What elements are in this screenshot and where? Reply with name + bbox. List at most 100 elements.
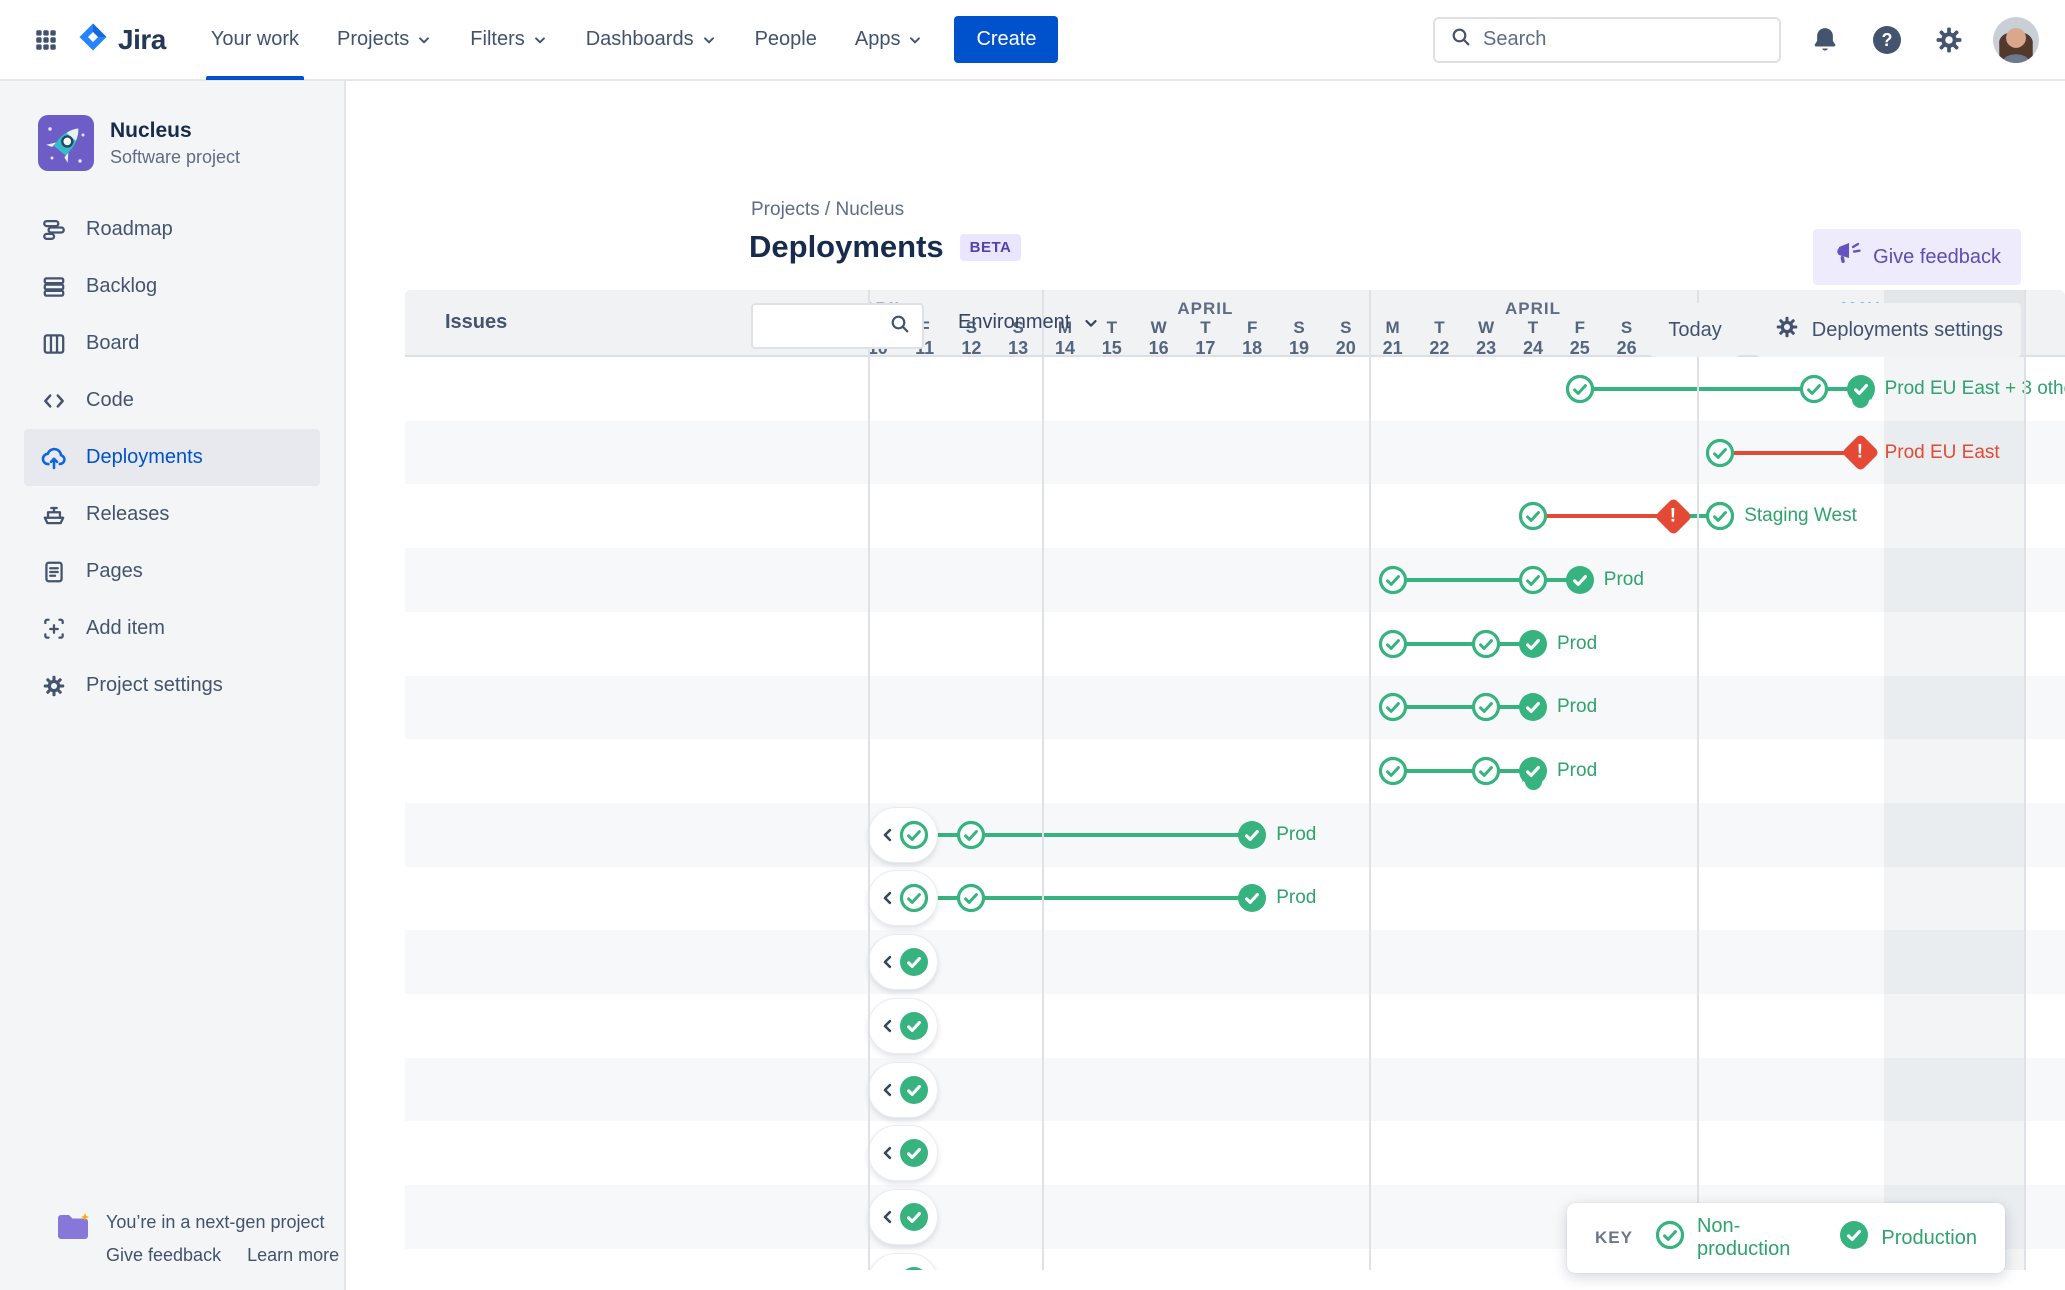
production-deployment-icon[interactable] [1237, 820, 1267, 850]
day-header: S 26 [1616, 318, 1637, 359]
day-header: T 15 [1101, 318, 1122, 359]
nonproduction-deployment-icon[interactable] [1471, 692, 1501, 722]
sidebar-item-backlog[interactable]: Backlog [24, 258, 320, 315]
code-icon [40, 387, 68, 415]
timeline-row[interactable] [405, 1185, 2065, 1249]
sidebar-item-project-settings[interactable]: Project settings [24, 657, 320, 714]
sidebar-item-releases[interactable]: Releases [24, 486, 320, 543]
failed-deployment-icon[interactable]: ! [1654, 497, 1693, 536]
nonproduction-deployment-icon[interactable] [1378, 692, 1408, 722]
breadcrumb-nucleus-link[interactable]: Nucleus [835, 199, 905, 220]
notifications-bell-icon[interactable] [1807, 22, 1843, 58]
timeline-row[interactable]: ! Staging West [405, 484, 2065, 548]
failed-deployment-icon[interactable]: ! [1841, 433, 1880, 472]
today-button[interactable]: Today [1650, 303, 1740, 357]
app-switcher-icon[interactable] [26, 20, 66, 60]
deployments-timeline-panel: Prod EU East + 3 others!Prod EU East!Sta… [405, 290, 2065, 1270]
production-deployment-icon[interactable] [1846, 374, 1876, 410]
nonproduction-deployment-icon[interactable] [1378, 629, 1408, 659]
project-header[interactable]: Nucleus Software project [38, 115, 344, 171]
filter-search-icon [888, 312, 912, 341]
sidebar-item-board[interactable]: Board [24, 315, 320, 372]
timeline-filter-input[interactable] [765, 315, 888, 337]
deployments-settings-button[interactable]: Deployments settings [1755, 303, 2021, 357]
jira-logo[interactable]: Jira [76, 20, 166, 59]
global-search[interactable] [1433, 16, 1781, 63]
chevron-left-icon [879, 1208, 897, 1226]
timeline-filter-search[interactable] [751, 303, 924, 349]
earlier-deployments-pill[interactable] [868, 1125, 938, 1182]
sidebar-item-code[interactable]: Code [24, 372, 320, 429]
nav-item-dashboards[interactable]: Dashboards [571, 0, 732, 80]
nav-item-people[interactable]: People [740, 0, 832, 80]
deployment-environment-label: Prod [1557, 760, 1598, 782]
row-stripe [405, 675, 2065, 740]
earlier-deployments-pill[interactable] [868, 997, 938, 1054]
sidebar-learn-more-link[interactable]: Learn more [247, 1245, 340, 1265]
timeline-row[interactable]: Prod [405, 548, 2065, 612]
chevron-left-icon [879, 1144, 897, 1162]
user-avatar[interactable] [1993, 16, 2039, 63]
nonproduction-deployment-icon[interactable] [956, 820, 986, 850]
nonproduction-deployment-icon[interactable] [1518, 501, 1548, 531]
deployment-connector [1813, 386, 1861, 391]
earlier-deployments-pill[interactable] [868, 1061, 938, 1118]
global-search-input[interactable] [1483, 28, 1765, 51]
nonproduction-deployment-icon[interactable] [1705, 501, 1735, 531]
give-feedback-button[interactable]: Give feedback [1813, 229, 2021, 285]
nonproduction-deployment-icon[interactable] [1378, 756, 1408, 786]
nav-item-apps[interactable]: Apps [840, 0, 939, 80]
sidebar-item-deployments[interactable]: Deployments [24, 429, 320, 486]
timeline-row[interactable] [405, 994, 2065, 1058]
releases-icon [40, 501, 68, 529]
timeline-row[interactable]: ! Prod EU East [405, 421, 2065, 485]
sidebar-item-add-item[interactable]: Add item [24, 600, 320, 657]
sidebar-give-feedback-link[interactable]: Give feedback [106, 1245, 222, 1265]
timeline-row[interactable] [405, 930, 2065, 994]
production-deployment-icon[interactable] [1518, 756, 1548, 793]
week-separator [1369, 290, 1372, 1270]
nonproduction-deployment-icon[interactable] [1518, 565, 1548, 595]
timeline-row[interactable] [405, 1121, 2065, 1185]
deployment-environment-label: Prod [1276, 823, 1317, 845]
timeline-row[interactable]: Prod [405, 867, 2065, 931]
nav-item-filters[interactable]: Filters [455, 0, 562, 80]
production-deployment-icon[interactable] [1237, 883, 1267, 913]
production-deployment-icon[interactable] [1518, 629, 1548, 659]
nonproduction-deployment-icon[interactable] [1378, 565, 1408, 595]
help-icon[interactable]: ? [1869, 22, 1905, 58]
timeline-row[interactable]: Prod EU East + 3 others [405, 357, 2065, 421]
nonproduction-deployment-icon[interactable] [1471, 756, 1501, 786]
breadcrumb-projects-link[interactable]: Projects [751, 199, 820, 220]
nonproduction-deployment-icon[interactable] [1565, 374, 1595, 404]
earlier-deployments-pill[interactable] [868, 870, 938, 927]
nonproduction-deployment-icon[interactable] [1471, 629, 1501, 659]
day-header: S 13 [1008, 318, 1029, 359]
day-header: M 14 [1054, 318, 1075, 359]
earlier-deployments-pill[interactable] [868, 1252, 938, 1270]
sidebar-item-pages[interactable]: Pages [24, 543, 320, 600]
timeline-row[interactable]: Prod [405, 803, 2065, 867]
earlier-deployments-pill[interactable] [868, 806, 938, 863]
beta-badge: BETA [959, 233, 1022, 261]
deployment-connector [1392, 641, 1487, 646]
nonproduction-deployment-icon[interactable] [956, 883, 986, 913]
timeline-row[interactable] [405, 1058, 2065, 1122]
nav-item-your-work[interactable]: Your work [196, 0, 314, 80]
timeline-row[interactable]: Prod [405, 739, 2065, 803]
earlier-deployments-pill[interactable] [868, 1188, 938, 1245]
key-production: Production [1839, 1220, 1977, 1256]
nonproduction-deployment-icon[interactable] [1705, 438, 1735, 468]
environment-dropdown[interactable]: Environment [958, 311, 1100, 334]
settings-gear-icon[interactable] [1931, 22, 1967, 58]
create-button[interactable]: Create [954, 16, 1059, 63]
timeline-row[interactable]: Prod [405, 612, 2065, 676]
production-deployment-icon[interactable] [1565, 565, 1595, 595]
earlier-deployments-pill[interactable] [868, 934, 938, 991]
production-deployment-icon[interactable] [1518, 692, 1548, 722]
nonproduction-deployment-icon[interactable] [1799, 374, 1829, 404]
timeline-row[interactable]: Prod [405, 676, 2065, 740]
nav-item-projects[interactable]: Projects [322, 0, 447, 80]
day-header: S 12 [961, 318, 982, 359]
sidebar-item-roadmap[interactable]: Roadmap [24, 201, 320, 258]
